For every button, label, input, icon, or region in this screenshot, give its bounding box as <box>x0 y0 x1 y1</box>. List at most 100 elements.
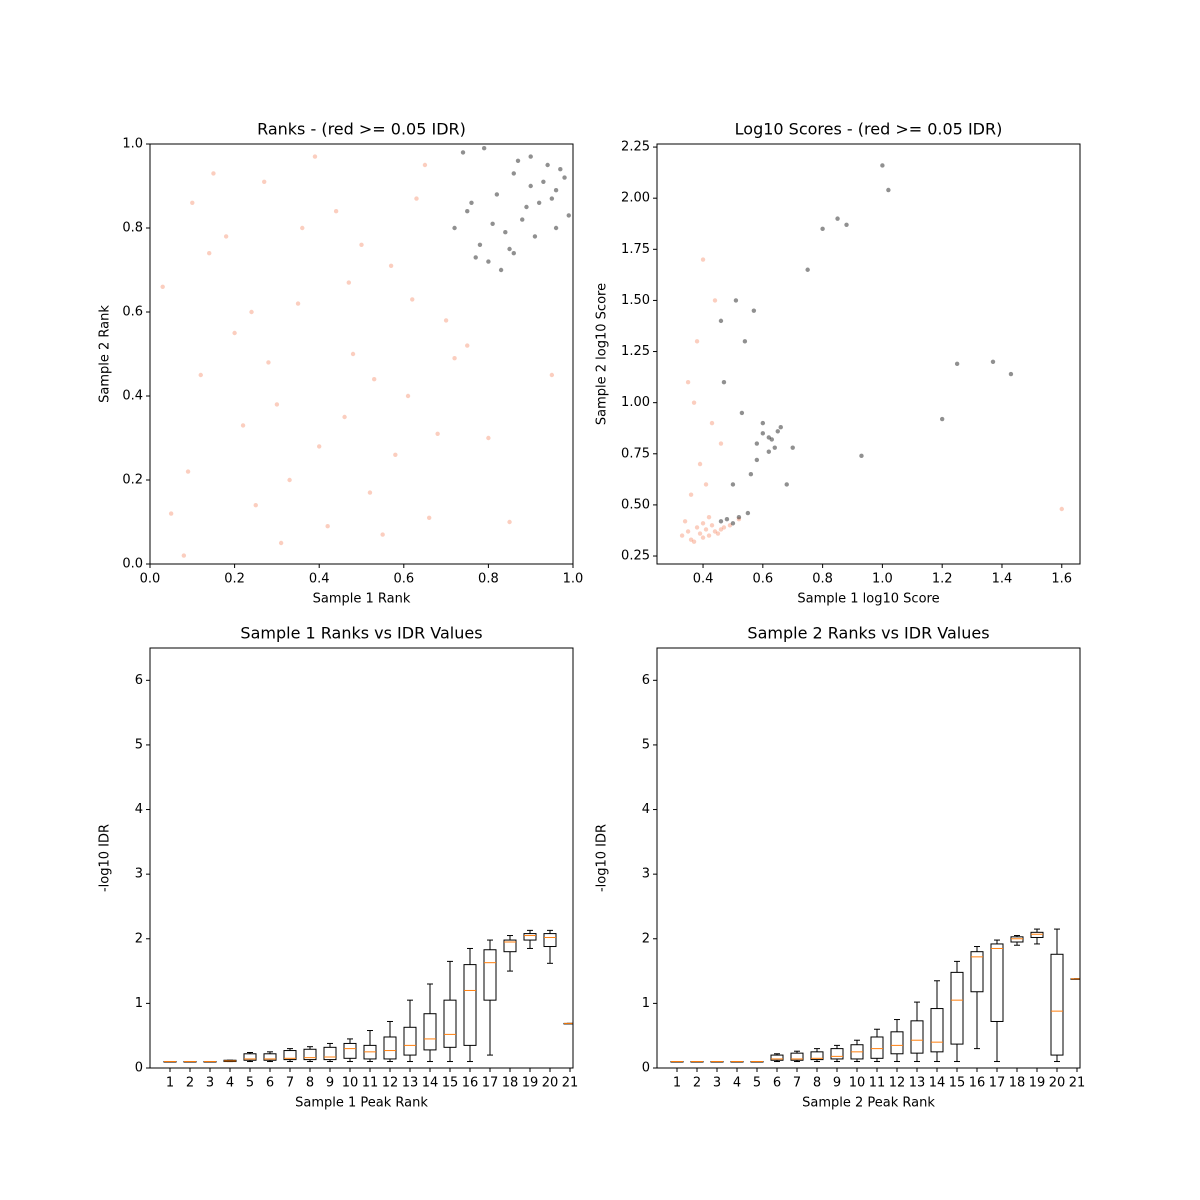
x-tick-label: 9 <box>833 1076 841 1091</box>
point <box>333 209 339 214</box>
box <box>403 999 417 1063</box>
point <box>766 449 772 454</box>
plot-area <box>679 163 1064 544</box>
y-tick-label: 0.4 <box>122 389 143 404</box>
x-tick-label: 8 <box>813 1076 821 1091</box>
x-tick-label: 1.0 <box>563 572 584 587</box>
y-tick-label: 1 <box>135 996 143 1011</box>
point <box>742 339 748 344</box>
point <box>712 529 718 534</box>
point <box>784 482 789 487</box>
x-tick-label: 3 <box>713 1076 721 1091</box>
box <box>503 935 517 972</box>
point <box>380 532 385 537</box>
point <box>181 553 187 558</box>
point <box>748 472 754 477</box>
point <box>703 482 709 487</box>
point <box>700 257 706 262</box>
box-body <box>523 933 537 941</box>
point <box>371 377 377 382</box>
axes-frame <box>656 647 1081 1069</box>
x-tick-label: 11 <box>869 1076 886 1091</box>
point <box>990 359 996 364</box>
x-tick-label: 9 <box>326 1076 334 1091</box>
x-tick-label: 12 <box>382 1076 399 1091</box>
box <box>750 1061 764 1063</box>
point <box>859 453 864 459</box>
box <box>730 1061 744 1063</box>
x-tick-label: 0.2 <box>224 572 245 587</box>
x-tick-label: 2 <box>693 1076 701 1091</box>
point <box>835 216 840 221</box>
y-tick-label: 2.00 <box>621 191 650 206</box>
point <box>553 188 559 193</box>
box <box>223 1059 237 1063</box>
point <box>760 420 766 426</box>
x-tick-label: 0.0 <box>140 572 161 587</box>
point <box>414 196 419 201</box>
chart-title: Sample 2 Ranks vs IDR Values <box>747 624 989 643</box>
y-tick-label: 3 <box>135 867 143 882</box>
x-axis-label: Sample 1 log10 Score <box>797 592 939 607</box>
box-body <box>990 943 1004 1022</box>
box-body <box>483 949 497 1001</box>
box <box>790 1050 804 1063</box>
point <box>718 519 724 524</box>
box-body <box>810 1051 824 1061</box>
point <box>287 477 292 483</box>
box-body <box>1010 936 1024 943</box>
point <box>393 452 398 457</box>
point <box>211 171 216 176</box>
point <box>486 435 491 441</box>
x-tick-label: 1 <box>166 1076 174 1091</box>
box-body <box>503 939 517 953</box>
box-body <box>1050 953 1064 1056</box>
point <box>295 301 301 306</box>
x-tick-label: 1.2 <box>932 572 953 587</box>
box-body <box>870 1036 884 1059</box>
x-axis-label: Sample 2 Peak Rank <box>802 1096 935 1111</box>
x-tick-label: 14 <box>929 1076 946 1091</box>
point <box>266 360 271 365</box>
y-tick-label: 2 <box>642 931 650 946</box>
point <box>688 537 694 542</box>
box <box>810 1048 824 1063</box>
point <box>721 380 727 385</box>
point <box>367 490 373 495</box>
x-tick-label: 18 <box>502 1076 519 1091</box>
chart-title: Sample 1 Ranks vs IDR Values <box>240 624 482 643</box>
x-tick-label: 15 <box>949 1076 966 1091</box>
point <box>954 361 960 367</box>
point <box>775 429 780 434</box>
point <box>694 339 700 344</box>
point <box>346 280 352 285</box>
x-tick-label: 21 <box>562 1076 579 1091</box>
x-tick-label: 7 <box>793 1076 801 1091</box>
box-body <box>910 1020 924 1054</box>
point <box>503 230 508 235</box>
x-tick-label: 19 <box>522 1076 539 1091</box>
point <box>312 154 318 159</box>
point <box>772 445 777 450</box>
box-body <box>243 1053 257 1061</box>
point <box>736 514 742 520</box>
chart-title: Log10 Scores - (red >= 0.05 IDR) <box>735 120 1003 139</box>
box <box>930 980 944 1063</box>
x-tick-label: 5 <box>246 1076 254 1091</box>
point <box>426 515 432 520</box>
box <box>710 1061 724 1063</box>
point <box>778 425 783 430</box>
y-tick-label: 0.0 <box>122 557 143 572</box>
point <box>477 242 483 247</box>
box-body <box>1030 931 1044 938</box>
box <box>183 1061 197 1063</box>
box-body <box>830 1048 844 1060</box>
y-tick-label: 1.00 <box>621 395 650 410</box>
box <box>323 1042 337 1063</box>
subplot: 1 2 3 4 5 6 7 8 9 10 11 12 13 14 15 16 17 18 19 20 210123456… <box>98 624 579 1111</box>
box <box>770 1053 784 1063</box>
point <box>190 200 195 205</box>
x-tick-label: 0.8 <box>812 572 833 587</box>
point <box>300 225 305 231</box>
